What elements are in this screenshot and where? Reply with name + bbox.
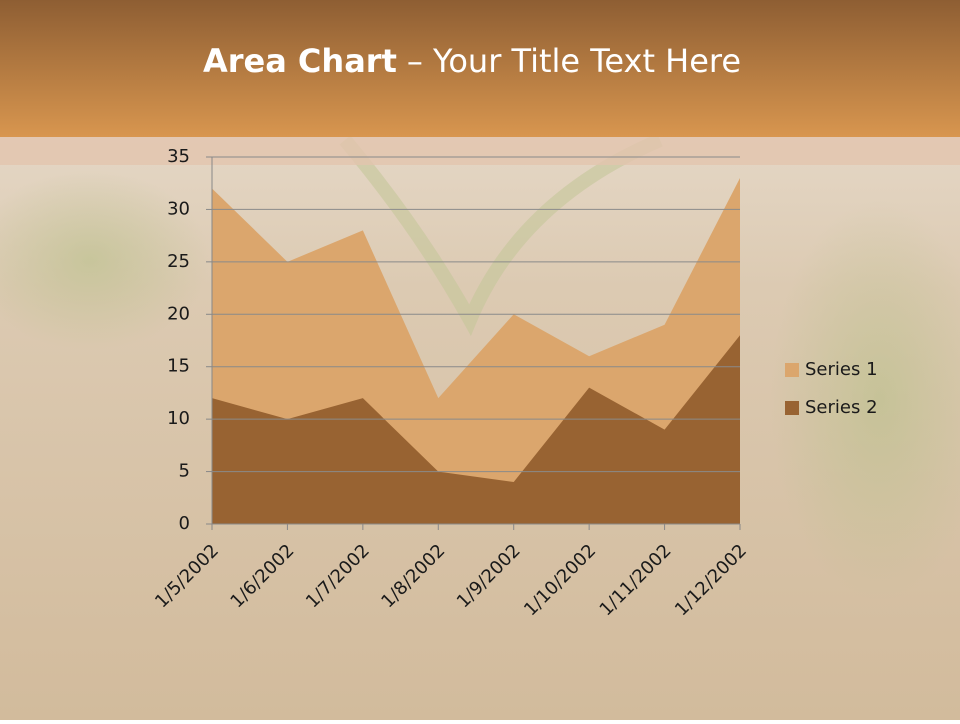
title: Area Chart – Your Title Text Here: [203, 42, 741, 80]
title-bold: Area Chart: [203, 42, 397, 80]
area: [212, 335, 740, 524]
y-tick-label: 5: [179, 461, 190, 482]
legend-label: Series 1: [805, 359, 878, 380]
y-tick-label: 35: [167, 146, 190, 167]
plant: [339, 133, 663, 337]
legend-swatch: [785, 363, 799, 377]
y-tick-label: 30: [167, 198, 190, 219]
title-rest: – Your Title Text Here: [407, 42, 741, 80]
background-blur: [0, 170, 210, 350]
y-tick-label: 20: [167, 303, 190, 324]
band: [0, 137, 960, 165]
legend-label: Series 2: [805, 397, 878, 418]
background-blur: [770, 200, 960, 600]
y-tick-label: 0: [179, 513, 190, 534]
legend-swatch: [785, 401, 799, 415]
y-tick-label: 10: [167, 408, 190, 429]
y-tick-label: 15: [167, 356, 190, 377]
y-tick-label: 25: [167, 251, 190, 272]
header: [0, 0, 960, 137]
